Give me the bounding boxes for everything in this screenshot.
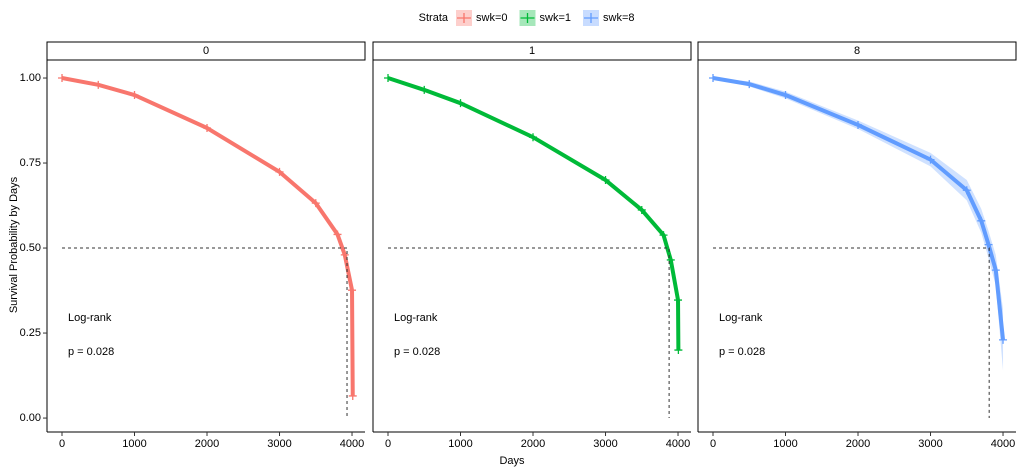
censor-mark	[977, 216, 986, 225]
y-tick-label: 0.00	[20, 412, 41, 424]
annotation: Log-rank	[719, 312, 763, 324]
survival-curve	[61, 76, 355, 396]
survival-curve	[712, 76, 1006, 341]
legend-label: swk=0	[476, 12, 508, 24]
strip	[372, 41, 692, 61]
x-tick-label: 3000	[918, 438, 942, 450]
legend-label: swk=8	[603, 12, 635, 24]
x-tick-label: 2000	[846, 438, 870, 450]
censor-mark	[745, 80, 754, 89]
legend-label: swk=1	[540, 12, 572, 24]
x-tick-label: 2000	[521, 438, 545, 450]
censor-mark	[420, 85, 429, 94]
x-tick-label: 2000	[195, 438, 219, 450]
strip	[697, 41, 1017, 61]
median-line	[62, 247, 348, 419]
y-tick-label: 0.50	[20, 242, 41, 254]
censor-mark	[659, 231, 668, 240]
annotation: p = 0.028	[68, 346, 114, 358]
x-tick-label: 3000	[593, 438, 617, 450]
x-tick-label: 4000	[666, 438, 690, 450]
strip-label: 8	[854, 45, 860, 57]
censor-mark	[348, 391, 357, 400]
censor-mark	[666, 255, 675, 264]
censor-mark	[311, 199, 320, 208]
annotation: Log-rank	[68, 312, 112, 324]
legend-title: Strata	[419, 12, 449, 24]
censor-mark	[999, 335, 1008, 344]
x-tick-label: 0	[385, 438, 391, 450]
annotation: Log-rank	[394, 312, 438, 324]
censor-mark	[674, 346, 683, 355]
x-tick-label: 1000	[122, 438, 146, 450]
censor-mark	[348, 286, 357, 295]
censor-mark	[709, 74, 718, 83]
censor-mark	[384, 74, 393, 83]
censor-mark	[854, 120, 863, 129]
strip	[46, 41, 366, 61]
median-line	[713, 247, 990, 419]
censor-mark	[58, 74, 67, 83]
censor-mark	[984, 240, 993, 249]
y-tick-label: 1.00	[20, 72, 41, 84]
median-line	[388, 247, 670, 419]
censor-mark	[637, 205, 646, 214]
censor-mark	[130, 91, 139, 100]
legend-key	[457, 13, 471, 23]
censor-mark	[94, 80, 103, 89]
censor-mark	[674, 296, 683, 305]
censor-mark	[340, 250, 349, 259]
x-tick-label: 1000	[773, 438, 797, 450]
censor-mark	[203, 124, 212, 133]
censor-mark	[962, 186, 971, 195]
censor-mark	[926, 155, 935, 164]
censor-mark	[529, 133, 538, 142]
censor-mark	[275, 167, 284, 176]
censor-mark	[601, 176, 610, 185]
censor-mark	[781, 91, 790, 100]
annotation: p = 0.028	[719, 346, 765, 358]
legend-key	[520, 13, 535, 23]
x-tick-label: 3000	[267, 438, 291, 450]
strip-label: 0	[203, 45, 209, 57]
censor-mark	[333, 230, 342, 239]
annotation: p = 0.028	[394, 346, 440, 358]
x-axis-label: Days	[499, 455, 525, 467]
y-tick-label: 0.75	[20, 157, 41, 169]
y-axis-label: Survival Probability by Days	[8, 176, 20, 313]
legend-key	[584, 13, 598, 23]
strip-label: 1	[529, 45, 535, 57]
censor-mark	[991, 266, 1000, 275]
survival-curve	[387, 76, 681, 351]
x-tick-label: 4000	[991, 438, 1015, 450]
x-tick-label: 4000	[340, 438, 364, 450]
x-tick-label: 0	[59, 438, 65, 450]
censor-mark	[456, 99, 465, 108]
y-tick-label: 0.25	[20, 327, 41, 339]
x-tick-label: 0	[710, 438, 716, 450]
x-tick-label: 1000	[448, 438, 472, 450]
